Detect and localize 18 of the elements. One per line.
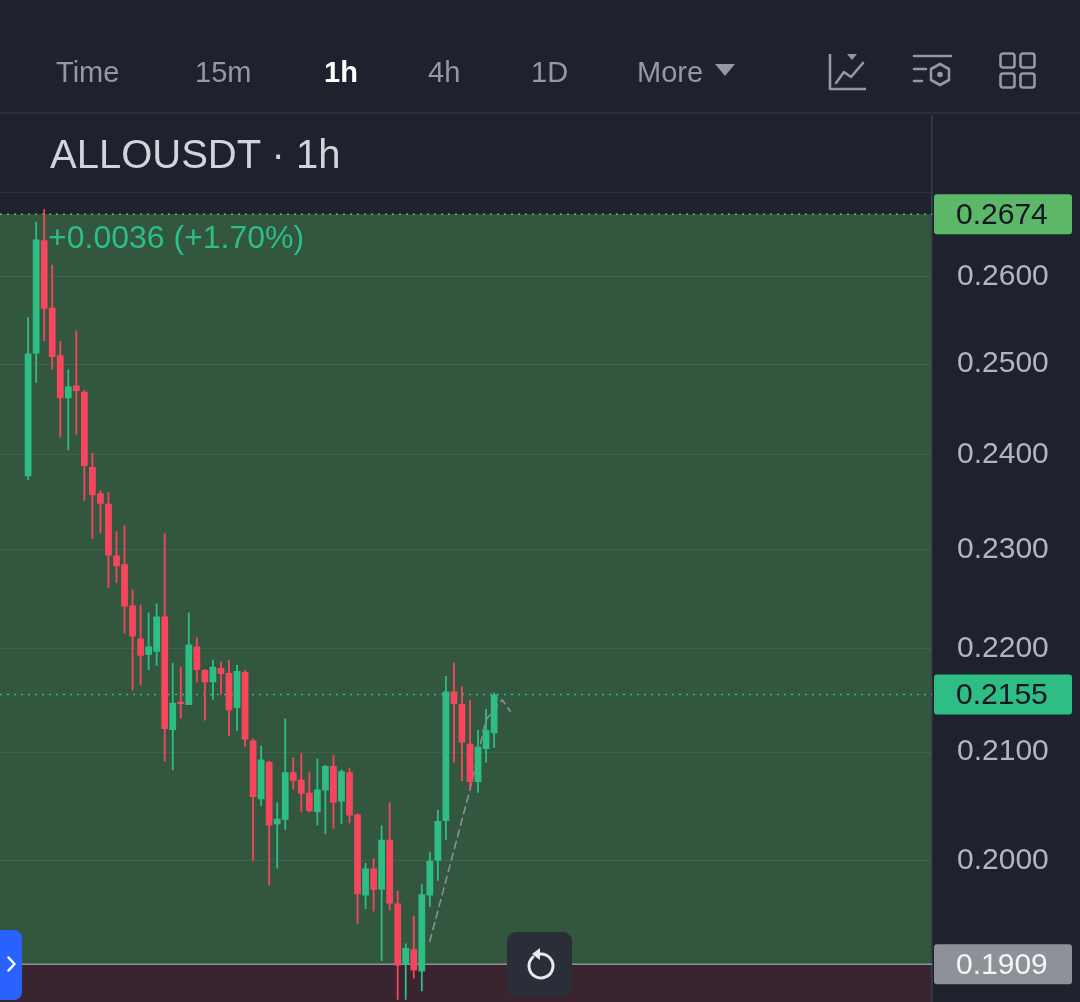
y-tick-label: 0.2500 (957, 345, 1049, 379)
ref-line-label: 0.2674 (956, 196, 1048, 230)
text: 1D (531, 55, 569, 90)
text: 15m (195, 55, 252, 90)
y-tick-label: 0.2100 (957, 733, 1049, 767)
text: 1h (324, 55, 358, 90)
chart-title: ALLOUSDT · 1h (50, 131, 341, 177)
y-tick-label: 0.2400 (957, 436, 1049, 470)
y-tick-label: 0.2200 (957, 629, 1049, 663)
text: More (637, 55, 704, 90)
y-tick-label: 0.2000 (957, 841, 1049, 875)
annotation: +0.0036 (+1.70%) (48, 219, 305, 255)
y-tick-label: 0.2300 (957, 530, 1049, 564)
text: 4h (428, 55, 461, 90)
ref-line-label: 0.2155 (956, 676, 1048, 710)
text: Time (56, 55, 120, 90)
y-tick-label: 0.2600 (957, 258, 1049, 292)
ref-line-label: 0.1909 (956, 946, 1048, 980)
